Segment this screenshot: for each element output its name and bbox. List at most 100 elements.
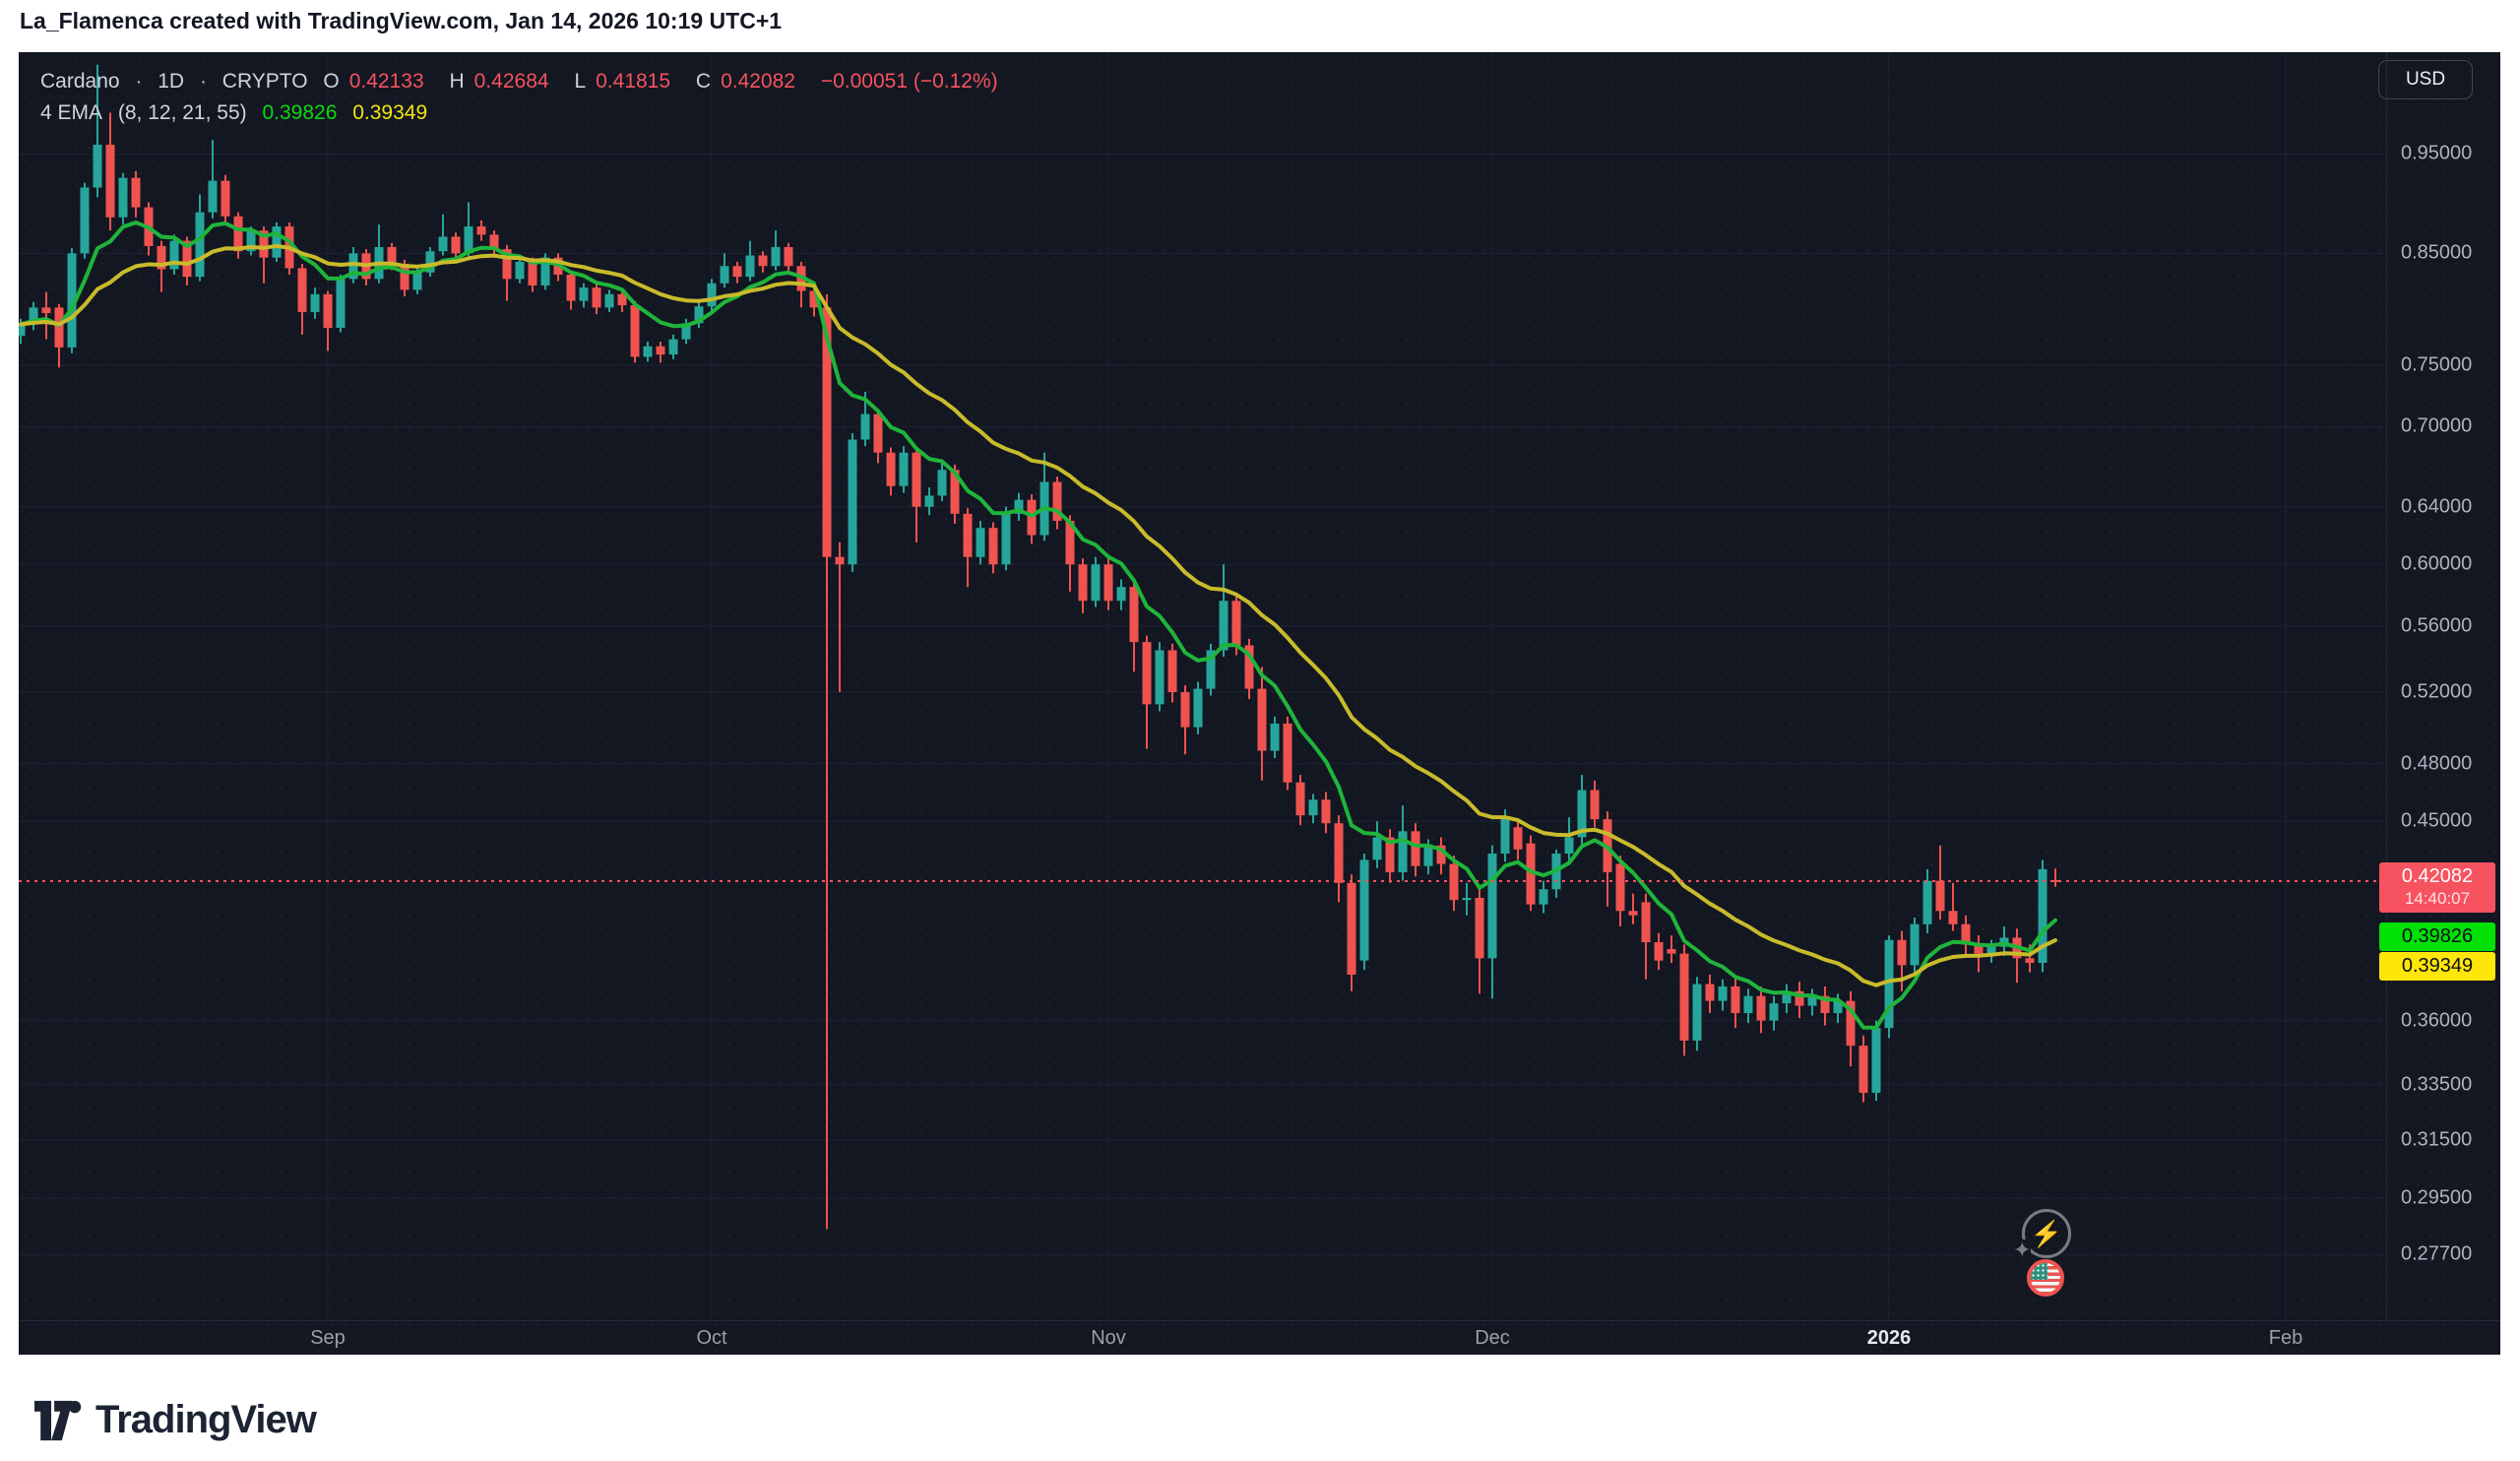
candle-body (1334, 823, 1344, 883)
candle-body (1910, 923, 1920, 966)
symbol-name[interactable]: Cardano (40, 70, 120, 93)
candle-body (208, 180, 218, 213)
ema-fast-line (19, 221, 2057, 1030)
candle-body (732, 266, 742, 278)
candle-body (464, 226, 473, 254)
candle-body (937, 470, 947, 496)
candle-body (2025, 958, 2035, 964)
candle-body (182, 240, 192, 278)
legend-symbol-row[interactable]: Cardano · 1D · CRYPTO O 0.42133 H 0.42684 … (40, 66, 1008, 97)
candle-body (1308, 799, 1318, 816)
price-axis[interactable]: 0.42082 14:40:07 0.39826 0.39349 0.95000… (2379, 52, 2500, 1320)
candle-body (1014, 499, 1024, 514)
tradingview-wordmark: TradingView (95, 1398, 317, 1441)
candle-body (1462, 898, 1472, 901)
candle-body (502, 249, 512, 280)
price-tick-label: 0.52000 (2401, 680, 2473, 703)
candle-body (29, 307, 38, 325)
candle-body (1321, 799, 1331, 824)
candle-body (131, 177, 141, 208)
candle-body (771, 246, 781, 267)
tradingview-logo[interactable]: TradingView (34, 1398, 317, 1442)
ema-slow-line (19, 243, 2057, 987)
candle-body (809, 290, 819, 308)
candle-body (1731, 985, 1740, 1014)
candle-body (1679, 953, 1689, 1041)
price-tick-label: 0.36000 (2401, 1009, 2473, 1032)
candle-body (1398, 831, 1408, 873)
tradingview-logo-mark (34, 1400, 82, 1440)
price-tick-label: 0.56000 (2401, 614, 2473, 637)
candle-body (1667, 948, 1676, 954)
interval-label[interactable]: 1D (158, 70, 185, 93)
candle-body (1628, 911, 1638, 916)
candle-body (1219, 601, 1228, 651)
candle-body (1743, 995, 1753, 1014)
candle-body (1795, 990, 1804, 1006)
candle-body (579, 287, 589, 301)
candle-body (1475, 898, 1484, 959)
price-chart-plot[interactable] (19, 52, 2386, 1320)
candle-body (118, 177, 128, 218)
currency-toggle-button[interactable]: USD (2378, 60, 2473, 99)
candle-body (1986, 946, 1996, 954)
candle-body (1283, 724, 1292, 783)
candle-body (425, 251, 435, 273)
candle-body (41, 307, 51, 314)
candle-body (1347, 882, 1356, 975)
candle-body (1820, 995, 1830, 1014)
candle-body (1871, 1028, 1881, 1094)
last-price-value: 0.42082 (2401, 865, 2474, 887)
candle-body (1577, 790, 1587, 838)
candle-body (1078, 564, 1088, 602)
legend-indicator-row[interactable]: 4 EMA (8, 12, 21, 55) 0.39826 0.39349 (40, 97, 1008, 129)
time-tick-label: Oct (696, 1327, 727, 1349)
candle-body (1539, 889, 1548, 905)
candle-body (1692, 984, 1702, 1041)
candle-body (1052, 481, 1062, 522)
candle-body (400, 264, 410, 290)
price-tick-label: 0.70000 (2401, 414, 2473, 437)
candle-body (668, 339, 678, 355)
candle-body (19, 324, 26, 337)
candle-body (1922, 880, 1932, 924)
candle-body (233, 216, 243, 252)
candle-body (1270, 724, 1280, 751)
candle-body (297, 268, 307, 312)
candle-body (157, 245, 166, 270)
price-tick-label: 0.33500 (2401, 1073, 2473, 1096)
candle-body (1206, 650, 1216, 689)
candle-body (1564, 837, 1574, 855)
candle-body (1961, 923, 1971, 945)
candle-body (387, 246, 397, 265)
ema-slow-axis-label: 0.39349 (2379, 952, 2495, 981)
ema-fast-axis-label: 0.39826 (2379, 922, 2495, 951)
indicator-name[interactable]: 4 EMA (40, 101, 103, 124)
candle-body (2038, 868, 2048, 964)
candle-body (1180, 692, 1190, 728)
candle-body (1974, 944, 1984, 954)
time-axis[interactable]: Sep Oct Nov Dec 2026 Feb (19, 1320, 2500, 1355)
candle-body (1884, 939, 1894, 1029)
separator: · (135, 70, 143, 93)
candle-body (1142, 642, 1152, 705)
lightning-replay-icon[interactable]: ⚡ ✦ (2013, 1209, 2071, 1261)
chart-panel: Cardano · 1D · CRYPTO O 0.42133 H 0.42684 … (19, 52, 2500, 1355)
candle-body (976, 528, 985, 557)
candle-body (195, 212, 205, 278)
candle-body (592, 287, 601, 308)
candle-body (694, 306, 704, 324)
candle-body (1897, 939, 1907, 966)
candle-body (93, 144, 102, 188)
candle-body (2050, 879, 2060, 882)
us-flag-event-icon[interactable] (2027, 1259, 2064, 1297)
candle-body (912, 452, 921, 507)
last-price-label: 0.42082 14:40:07 (2379, 862, 2495, 913)
candle-body (272, 226, 282, 258)
candle-body (476, 226, 486, 235)
candle-body (515, 261, 525, 280)
candle-body (1103, 564, 1113, 602)
time-tick-label: Feb (2268, 1327, 2303, 1349)
flag-canton (2031, 1263, 2048, 1280)
lightning-bolt-icon: ⚡ (2030, 1218, 2063, 1248)
